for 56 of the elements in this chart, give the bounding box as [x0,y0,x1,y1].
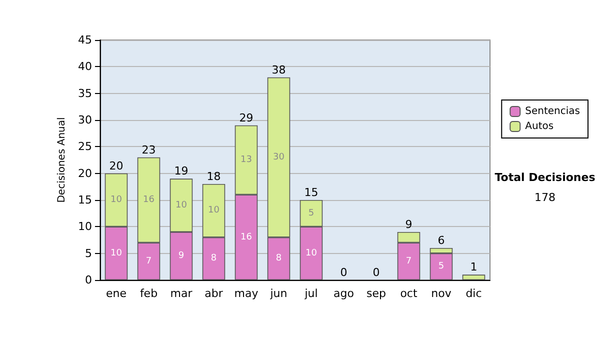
total-label: 1 [470,260,478,274]
total-label: 20 [109,159,124,172]
x-tick-label: dic [466,287,482,300]
data-label: 5 [438,262,444,272]
total-label: 6 [438,234,445,247]
data-label: 10 [306,248,318,258]
data-label: 7 [146,256,152,266]
x-tick-label: jun [269,287,288,300]
total-label: 18 [206,170,221,183]
x-tick-label: mar [170,287,193,300]
total-label: 9 [405,218,412,231]
y-tick-label: 15 [78,194,92,206]
data-label: 10 [208,206,220,216]
total-label: 0 [340,266,348,279]
x-tick-label: abr [204,287,224,300]
y-tick-label: 5 [85,246,92,260]
y-tick-label: 25 [78,140,92,154]
data-label: 8 [210,254,217,264]
text: Total Decisiones [494,171,596,184]
y-axis-title: Decisiones Anual [56,117,68,203]
data-label: 7 [406,256,412,266]
x-tick-label: sep [366,287,386,300]
y-tick-label: 0 [85,274,92,286]
total-label: 38 [272,63,286,76]
y-tick-label: 35 [78,86,92,100]
legend-label: Sentencias [525,106,580,117]
x-tick-label: nov [431,287,452,300]
total-label: 15 [304,186,318,199]
y-tick-label: 10 [78,220,92,234]
data-label: 10 [110,195,122,205]
x-tick-label: jul [304,287,318,300]
x-tick-label: oct [400,287,418,300]
total-label: 0 [372,266,380,279]
data-label: 16 [240,232,252,242]
data-label: 13 [240,155,252,165]
total-label: 23 [142,143,156,156]
data-label: 10 [176,200,188,210]
y-tick-label: 45 [78,34,92,46]
bar [462,274,486,280]
x-tick-label: feb [140,287,158,300]
data-label: 16 [143,195,155,205]
total-label: 19 [174,164,188,178]
text: 178 [534,191,556,204]
x-tick-label: ago [334,287,354,300]
y-tick-label: 30 [78,114,92,126]
x-tick-label: ene [106,287,127,300]
total-label: 29 [239,111,254,124]
y-tick-label: 20 [78,166,92,180]
x-tick-label: may [234,287,259,300]
data-label: 8 [276,254,282,264]
legend-label: Autos [525,121,554,132]
data-label: 30 [273,152,285,162]
data-label: 5 [308,208,314,218]
data-label: 10 [110,248,122,258]
data-label: 9 [178,251,184,261]
y-tick-label: 40 [78,60,92,74]
